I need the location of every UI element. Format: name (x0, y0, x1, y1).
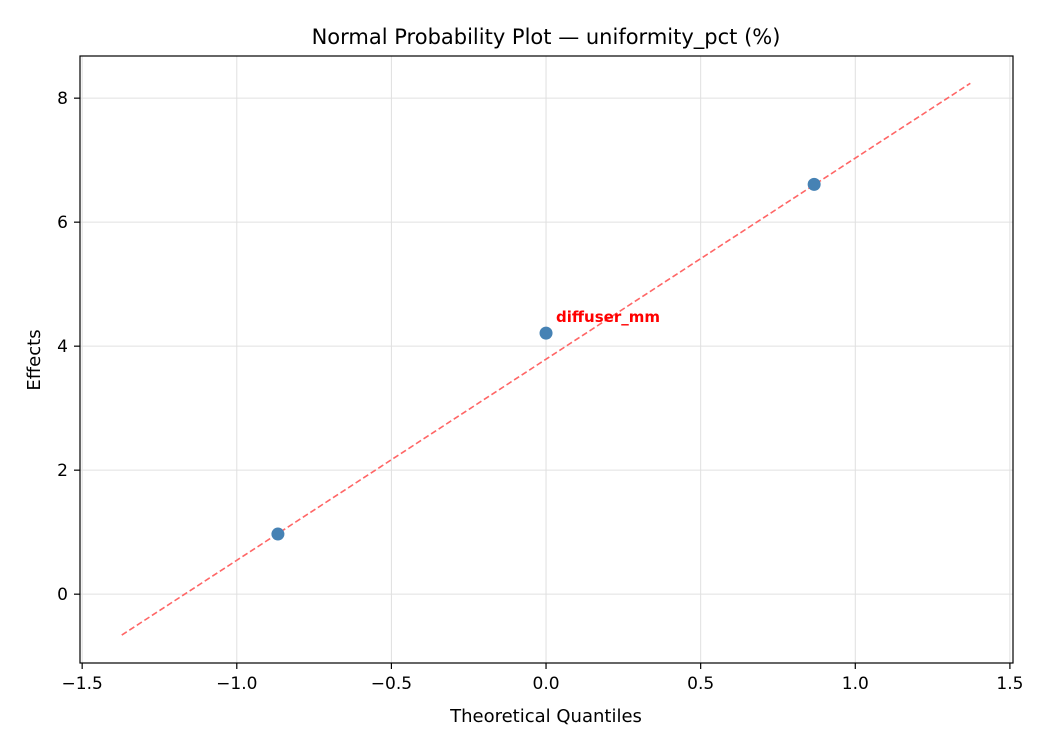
annotation-label: diffuser_mm (556, 308, 660, 326)
y-tick-label: 6 (57, 213, 68, 233)
x-axis-ticks: −1.5 −1.0 −0.5 0.0 0.5 1.0 1.5 (62, 663, 1023, 694)
data-point (271, 527, 285, 541)
x-tick-label: 0.0 (533, 674, 560, 694)
y-tick-label: 0 (57, 585, 68, 605)
x-axis-label: Theoretical Quantiles (449, 706, 642, 727)
y-axis-ticks: 0 2 4 6 8 (57, 89, 80, 605)
x-tick-label: 1.0 (842, 674, 869, 694)
y-tick-label: 8 (57, 89, 68, 109)
y-tick-label: 2 (57, 461, 68, 481)
y-tick-label: 4 (57, 337, 68, 357)
data-point (539, 326, 553, 340)
x-tick-label: −1.0 (216, 674, 257, 694)
x-tick-label: −0.5 (371, 674, 412, 694)
x-tick-label: 0.5 (687, 674, 714, 694)
y-axis-label: Effects (24, 329, 45, 390)
chart-title: Normal Probability Plot — uniformity_pct… (312, 25, 781, 50)
reference-line (121, 82, 971, 636)
x-tick-label: −1.5 (62, 674, 103, 694)
data-point (807, 177, 821, 191)
points (271, 177, 821, 541)
x-tick-label: 1.5 (996, 674, 1023, 694)
